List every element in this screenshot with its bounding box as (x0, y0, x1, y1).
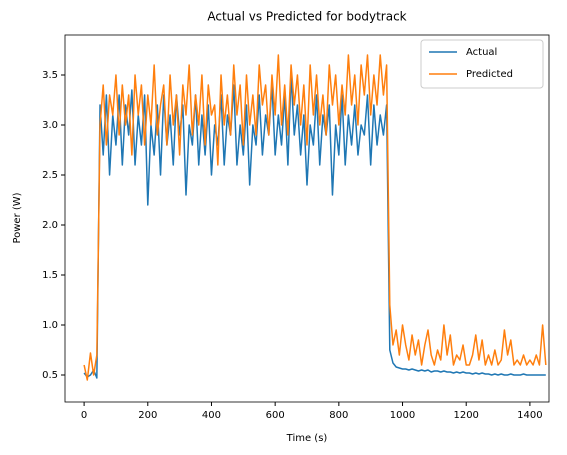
x-axis-label: Time (s) (286, 433, 328, 444)
y-tick-label: 1.5 (42, 270, 58, 281)
x-tick-label: 200 (138, 410, 157, 421)
chart-title: Actual vs Predicted for bodytrack (207, 10, 406, 24)
y-tick-label: 3.5 (42, 70, 58, 81)
legend-label: Actual (466, 47, 497, 58)
series-line (83, 74, 546, 379)
plot-frame (64, 34, 550, 403)
y-tick-label: 1.0 (42, 320, 58, 331)
x-tick-label: 600 (266, 410, 285, 421)
x-tick-label: 0 (81, 410, 87, 421)
x-tick-label: 800 (329, 410, 348, 421)
y-axis-label: Power (W) (12, 192, 23, 243)
x-tick-label: 1200 (453, 410, 478, 421)
x-tick-label: 1400 (517, 410, 542, 421)
series-line (83, 54, 547, 381)
x-tick-label: 400 (202, 410, 221, 421)
y-tick-label: 3.0 (42, 120, 58, 131)
legend-label: Predicted (466, 69, 513, 80)
y-tick-label: 2.0 (42, 220, 58, 231)
y-tick-label: 0.5 (42, 370, 58, 381)
x-tick-label: 1000 (390, 410, 415, 421)
y-tick-label: 2.5 (42, 170, 58, 181)
